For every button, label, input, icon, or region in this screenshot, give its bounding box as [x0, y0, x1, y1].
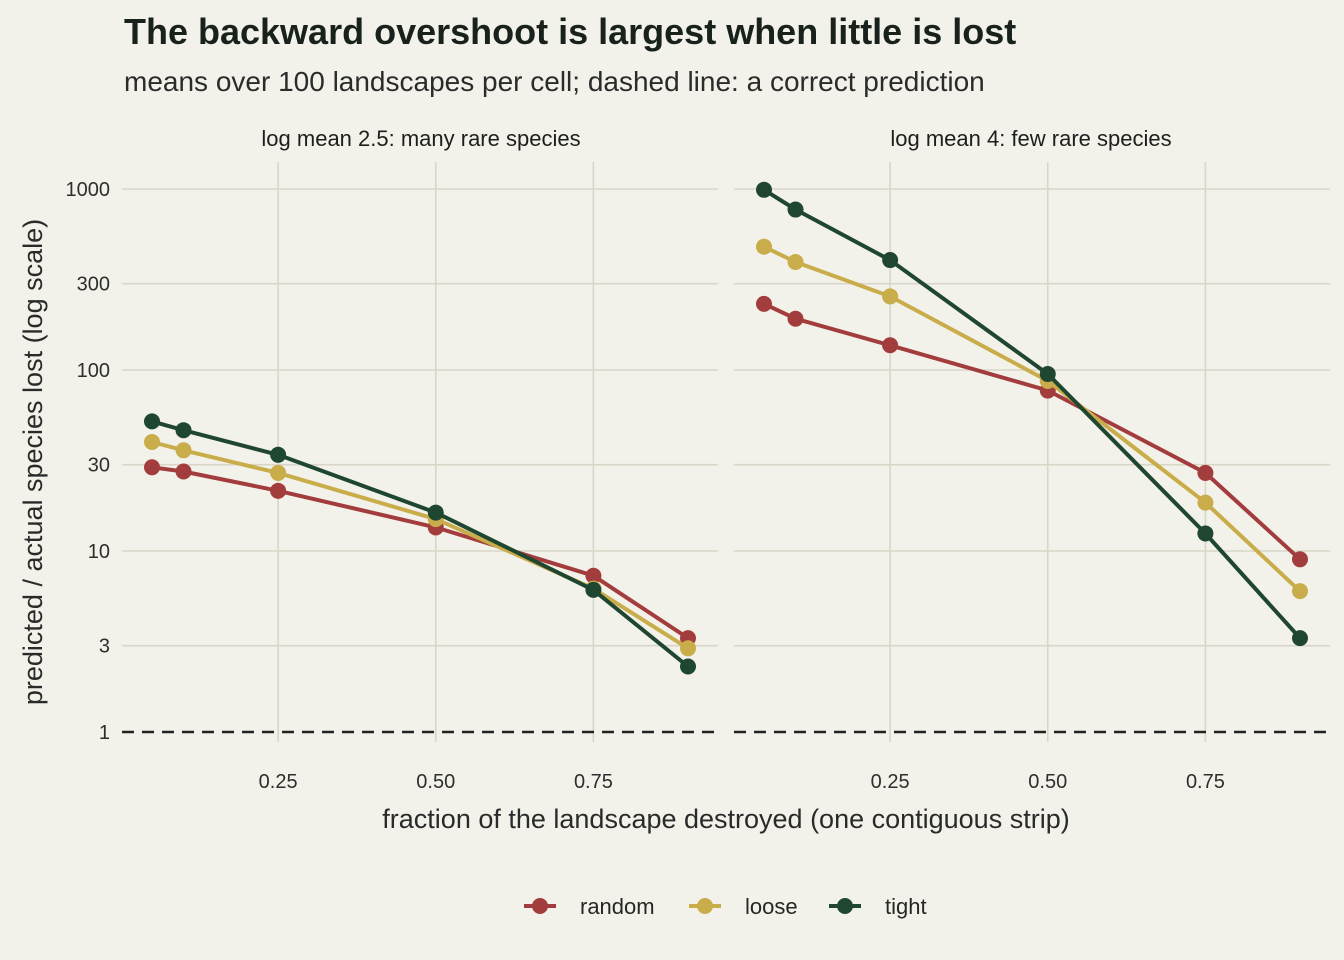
data-point-tight [882, 252, 899, 269]
data-point-loose [270, 464, 287, 481]
data-point-random [756, 295, 772, 312]
x-tick-label: 0.50 [416, 771, 455, 793]
data-point-random [585, 567, 602, 584]
data-point-tight [756, 181, 772, 198]
legend-label-tight: tight [885, 894, 927, 919]
data-point-tight [585, 581, 602, 598]
data-point-random [144, 459, 160, 476]
panel-left-grid [122, 162, 718, 742]
panel-right-series [756, 181, 1308, 647]
panel-right-grid [734, 162, 1330, 742]
data-point-loose [882, 288, 899, 305]
data-point-tight [427, 504, 444, 521]
legend-key-point-tight [837, 898, 853, 914]
y-tick-label: 1000 [66, 179, 111, 201]
data-point-tight [144, 413, 160, 430]
y-tick-label: 10 [88, 541, 110, 563]
data-point-loose [144, 434, 160, 451]
chart-title: The backward overshoot is largest when l… [124, 11, 1016, 52]
legend-key-point-random [532, 898, 548, 914]
series-line-tight [762, 188, 1302, 640]
panel-left: log mean 2.5: many rare species [122, 126, 718, 742]
series-line-random [151, 465, 690, 640]
x-tick-label: 0.50 [1028, 771, 1067, 793]
data-point-tight [680, 658, 696, 675]
series-line-tight [151, 419, 690, 669]
data-point-random [270, 482, 287, 499]
legend-label-loose: loose [745, 894, 798, 919]
data-point-loose [756, 238, 772, 255]
series-line-random [763, 301, 1302, 561]
legend-key-point-loose [697, 898, 713, 914]
x-axis-ticks: 0.25 0.50 0.75 0.25 0.50 0.75 [259, 771, 1225, 793]
y-tick-label: 1 [99, 722, 110, 744]
y-tick-label: 100 [77, 360, 110, 382]
data-point-tight [175, 422, 192, 439]
x-axis-title: fraction of the landscape destroyed (one… [382, 804, 1069, 834]
data-point-tight [1039, 366, 1056, 383]
data-point-loose [175, 442, 192, 459]
y-axis-title: predicted / actual species lost (log sca… [18, 219, 48, 705]
panel-left-label: log mean 2.5: many rare species [261, 126, 580, 151]
data-point-random [1197, 464, 1214, 481]
x-tick-label: 0.25 [871, 771, 910, 793]
panel-left-series [144, 413, 696, 675]
x-tick-label: 0.75 [574, 771, 613, 793]
y-tick-label: 3 [99, 636, 110, 658]
legend-label-random: random [580, 894, 655, 919]
y-axis-ticks: 1 3 10 30 100 300 1000 [66, 179, 111, 744]
legend: random loose tight [524, 894, 927, 919]
data-point-random [1292, 551, 1308, 568]
data-point-loose [1197, 494, 1214, 511]
y-tick-label: 300 [77, 274, 110, 296]
data-point-tight [270, 446, 287, 463]
panel-right: log mean 4: few rare species [734, 126, 1330, 742]
x-tick-label: 0.25 [259, 771, 298, 793]
panel-right-label: log mean 4: few rare species [890, 126, 1171, 151]
x-tick-label: 0.75 [1186, 771, 1225, 793]
data-point-tight [1197, 525, 1214, 542]
data-point-random [175, 463, 192, 480]
data-point-loose [1292, 583, 1308, 600]
data-point-loose [787, 254, 804, 271]
data-point-loose [680, 640, 696, 657]
series-line-loose [763, 244, 1302, 593]
chart-subtitle: means over 100 landscapes per cell; dash… [124, 66, 985, 97]
data-point-random [787, 310, 804, 327]
data-point-random [882, 337, 899, 354]
data-point-tight [787, 201, 804, 218]
series-line-loose [151, 440, 690, 650]
y-tick-label: 30 [88, 455, 110, 477]
data-point-tight [1292, 630, 1308, 647]
